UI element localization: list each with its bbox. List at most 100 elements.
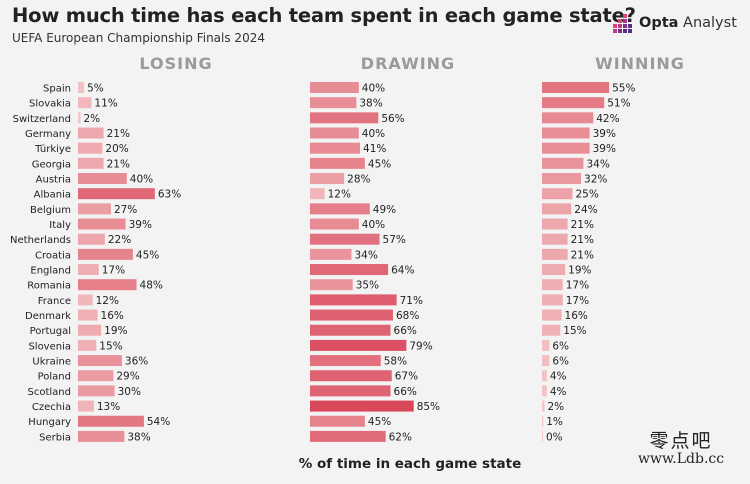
team-label-portugal: Portugal [30,326,71,337]
chart-title: How much time has each team spent in eac… [12,4,636,27]
losing-bar-france [78,294,93,306]
drawing-value-georgia: 45% [368,158,391,170]
losing-bar-serbia [78,430,125,442]
losing-bar-austria [78,173,127,185]
drawing-bar-turkiye [310,142,361,154]
drawing-bar-portugal [310,324,391,336]
drawing-bar-czechia [310,400,414,412]
team-label-romania: Romania [27,281,71,292]
winning-value-romania: 17% [566,280,589,292]
drawing-value-ukraine: 58% [384,356,407,368]
winning-bar-slovenia [542,339,550,351]
team-label-netherlands: Netherlands [10,235,71,246]
losing-value-france: 12% [96,295,119,307]
drawing-value-romania: 35% [356,280,379,292]
losing-value-italy: 39% [129,219,152,231]
losing-bar-turkiye [78,142,103,154]
winning-bar-spain [542,82,610,93]
losing-value-georgia: 21% [107,158,130,170]
drawing-value-germany: 40% [362,128,385,140]
drawing-value-denmark: 68% [396,310,419,322]
drawing-bar-switzerland [310,112,379,124]
losing-value-poland: 29% [116,371,139,383]
winning-panel-title: WINNING [595,54,685,73]
brand-name: Opta Analyst [639,15,737,31]
winning-value-portugal: 15% [563,325,586,337]
drawing-bar-croatia [310,248,352,260]
winning-value-poland: 4% [550,371,567,383]
losing-value-spain: 5% [87,83,104,95]
winning-value-hungary: 1% [546,416,563,428]
losing-bar-switzerland [78,112,81,124]
drawing-bar-ukraine [310,355,381,367]
team-label-spain: Spain [43,84,71,95]
losing-bar-croatia [78,248,133,260]
losing-bar-netherlands [78,233,105,245]
winning-value-denmark: 16% [565,310,588,322]
winning-bar-italy [542,218,568,230]
winning-bar-georgia [542,157,584,169]
drawing-value-serbia: 62% [389,431,412,443]
team-label-italy: Italy [49,220,71,231]
losing-bar-slovakia [78,97,92,109]
watermark-url: www.Ldb.cc [638,450,725,467]
losing-bar-italy [78,218,126,230]
team-label-england: England [30,266,71,277]
winning-value-albania: 25% [576,189,599,201]
losing-value-serbia: 38% [127,431,150,443]
winning-bar-ukraine [542,355,550,367]
drawing-value-slovakia: 38% [359,98,382,110]
team-label-georgia: Georgia [32,159,71,170]
winning-value-czechia: 2% [547,401,564,413]
drawing-value-netherlands: 57% [383,234,406,246]
winning-value-ukraine: 6% [552,356,569,368]
winning-value-scotland: 4% [550,386,567,398]
drawing-bar-germany [310,127,359,139]
drawing-value-spain: 40% [362,83,385,95]
winning-bar-scotland [542,385,547,397]
team-label-slovenia: Slovenia [28,341,71,352]
drawing-value-belgium: 49% [373,204,396,216]
losing-value-turkiye: 20% [105,143,128,155]
winning-value-slovakia: 51% [607,98,630,110]
losing-bar-albania [78,188,155,200]
winning-bar-poland [542,370,547,382]
brand-bold: Opta [639,15,679,31]
losing-bar-scotland [78,385,115,397]
chart-subtitle: UEFA European Championship Finals 2024 [12,31,265,45]
drawing-bar-albania [310,188,325,200]
drawing-bar-serbia [310,430,386,442]
winning-bar-slovakia [542,97,605,109]
drawing-value-portugal: 66% [394,325,417,337]
losing-bar-portugal [78,324,102,336]
losing-bar-poland [78,370,114,382]
drawing-value-hungary: 45% [368,416,391,428]
losing-value-england: 17% [102,265,125,277]
winning-value-italy: 21% [571,219,594,231]
drawing-value-scotland: 66% [394,386,417,398]
team-label-czechia: Czechia [32,402,71,413]
winning-value-belgium: 24% [574,204,597,216]
losing-value-hungary: 54% [147,416,170,428]
losing-bar-england [78,264,99,276]
winning-bar-germany [542,127,590,139]
losing-bar-germany [78,127,104,139]
team-label-germany: Germany [25,129,71,140]
drawing-bar-slovenia [310,339,407,351]
winning-bar-albania [542,188,573,200]
team-label-switzerland: Switzerland [13,114,71,125]
drawing-bar-georgia [310,157,365,169]
winning-bar-romania [542,279,563,291]
drawing-value-austria: 28% [347,174,370,186]
losing-value-albania: 63% [158,189,181,201]
drawing-bar-belgium [310,203,370,215]
losing-value-portugal: 19% [104,325,127,337]
losing-value-scotland: 30% [118,386,141,398]
winning-bar-england [542,264,566,276]
winning-value-netherlands: 21% [571,234,594,246]
losing-value-croatia: 45% [136,249,159,261]
winning-value-croatia: 21% [571,249,594,261]
team-label-ukraine: Ukraine [32,357,71,368]
losing-bar-belgium [78,203,111,215]
